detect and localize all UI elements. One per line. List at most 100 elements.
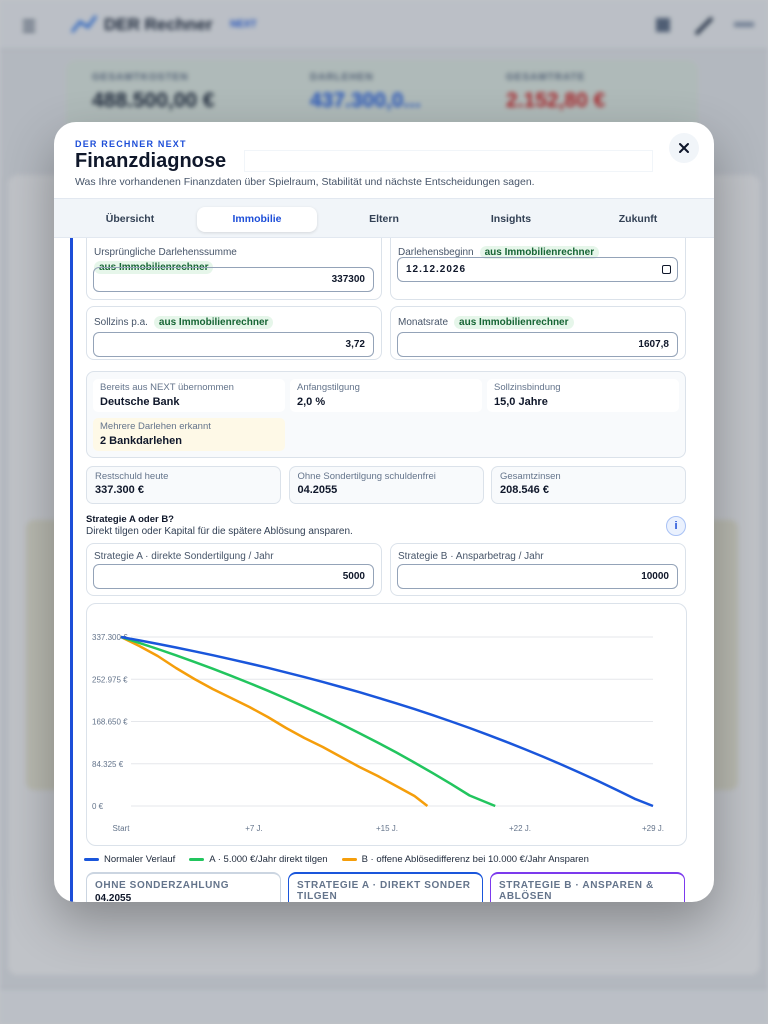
field-head: Darlehensbeginn aus Immobilienrechner [398, 246, 678, 259]
result-card: STRATEGIE B · ANSPAREN & ABLÖSEN [490, 872, 685, 902]
summary-value: 337.300 € [95, 484, 144, 496]
info-value: 2,0 % [297, 396, 326, 408]
tab[interactable]: Immobilie [197, 207, 317, 232]
input-value: 337300 [331, 274, 365, 285]
tab[interactable]: Übersicht [105, 213, 155, 225]
summary-value: 208.546 € [500, 484, 549, 496]
y-tick-label: 84.325 € [92, 760, 124, 769]
input-value: 1607,8 [638, 339, 669, 350]
x-tick-label: Start [113, 824, 131, 833]
input-field[interactable]: 12.12.2026 [397, 257, 678, 282]
legend-item: Normaler Verlauf [84, 854, 175, 865]
dialog-title: Finanzdiagnose [75, 150, 227, 172]
summary-card: Restschuld heute 337.300 € [86, 466, 281, 504]
stats-box: GESAMTKOSTEN 488.500,00 € DARLEHEN 437.300,… [66, 60, 698, 130]
legend-swatch [189, 857, 205, 861]
legend-item: B · offene Ablösedifferenz bei 10.000 €/… [341, 853, 589, 865]
input-value: 5000 [342, 571, 365, 582]
title-field [244, 150, 653, 172]
x-tick-label: +15 J. [376, 824, 398, 833]
source-badge: aus Immobilienrechner [454, 316, 574, 329]
field-label: Sollzins p.a. [94, 317, 148, 328]
info-cell: Bereits aus NEXT übernommen Deutsche Bank [93, 379, 285, 412]
legend: Normaler Verlauf A · 5.000 €/Jahr direkt … [84, 853, 589, 865]
dialog-content: Bereits aus NEXT übernommen Deutsche Bank… [54, 238, 714, 902]
legend-swatch [341, 857, 357, 861]
dialog: DER RECHNER NEXT Finanzdiagnose Was Ihre… [54, 122, 714, 902]
info-button[interactable]: i [666, 516, 686, 536]
close-button[interactable] [668, 132, 700, 164]
x-tick-label: +7 J. [245, 824, 263, 833]
info-label: Mehrere Darlehen erkannt [100, 421, 211, 432]
field-card: Sollzins p.a. aus Immobilienrechner 3,72 [86, 306, 382, 360]
legend-item: A · 5.000 €/Jahr direkt tilgen [189, 853, 328, 865]
input-field[interactable]: 3,72 [93, 332, 374, 357]
result-title: STRATEGIE A · DIREKT SONDER TILGEN [297, 880, 471, 902]
input-value: 3,72 [345, 339, 365, 350]
input-value: 12.12.2026 [406, 264, 467, 275]
series-line [120, 635, 496, 808]
field-label: Darlehensbeginn [398, 247, 474, 258]
summary-card: Ohne Sondertilgung schuldenfrei 04.2055 [288, 466, 484, 504]
info-label: Bereits aus NEXT übernommen [100, 382, 234, 393]
calendar-icon [662, 265, 671, 274]
stat-value: 488.500,00 € [92, 89, 215, 112]
strategy-title: Strategie A oder B? [86, 514, 174, 525]
tab-bar: Übersicht Immobilie Eltern Insights Zukunft [54, 198, 714, 238]
background-stat: GESAMTKOSTEN 488.500,00 € [92, 72, 215, 113]
top-bar-icons [23, 15, 754, 36]
bottom-nav [0, 988, 768, 1024]
legend-label: A · 5.000 €/Jahr direkt tilgen [209, 853, 328, 865]
legend-label: B · offene Ablösedifferenz bei 10.000 €/… [361, 853, 589, 865]
strategy-card: Strategie B · Ansparbetrag / Jahr 10000 [390, 543, 686, 596]
chart: 0 € 84.325 € 168.650 € 252.975 € 337.300 € St… [92, 633, 664, 833]
stat-value: 2.152,80 € [506, 89, 606, 112]
input-field[interactable]: 5000 [93, 564, 374, 589]
summary-card: Gesamtzinsen 208.546 € [491, 466, 686, 504]
info-cell: Anfangstilgung 2,0 % [290, 379, 482, 412]
field-head: Sollzins p.a. aus Immobilienrechner [94, 316, 374, 329]
input-field[interactable]: 10000 [397, 564, 678, 589]
tab[interactable]: Eltern [369, 213, 399, 225]
series-line [120, 635, 654, 808]
stat-label: DARLEHEN [310, 72, 374, 83]
result-card: OHNE SONDERZAHLUNG 04.2055 [86, 872, 281, 902]
background-stat: DARLEHEN 437.300,0... [310, 72, 421, 113]
summary-value: 04.2055 [297, 484, 338, 496]
field-label: Ursprüngliche Darlehenssumme [94, 247, 237, 258]
strategy-description: Direkt tilgen oder Kapital für die späte… [86, 526, 353, 537]
y-tick-label: 252.975 € [92, 675, 128, 684]
strategy-label: Strategie A · direkte Sondertilgung / Ja… [94, 551, 274, 562]
field-card: Darlehensbeginn aus Immobilienrechner 12.1… [390, 238, 686, 300]
result-value: 04.2055 [95, 893, 132, 902]
series-line [120, 635, 429, 807]
result-card: STRATEGIE A · DIREKT SONDER TILGEN [288, 872, 483, 902]
input-field[interactable]: 1607,8 [397, 332, 678, 357]
info-value: 2 Bankdarlehen [100, 435, 182, 447]
info-label: Anfangstilgung [297, 382, 360, 393]
x-tick-label: +22 J. [509, 824, 531, 833]
source-badge: aus Immobilienrechner [479, 246, 600, 259]
summary-label: Gesamtzinsen [500, 471, 561, 482]
info-cell: Sollzinsbindung 15,0 Jahre [487, 379, 679, 412]
summary-label: Restschuld heute [95, 471, 169, 482]
result-title: STRATEGIE B · ANSPAREN & ABLÖSEN [499, 880, 654, 902]
info-value: Deutsche Bank [100, 396, 180, 408]
info-value: 15,0 Jahre [494, 396, 548, 408]
app-top-bar: DER Rechner NEXT [0, 0, 768, 50]
background-stat: GESAMTRATE 2.152,80 € [506, 72, 605, 113]
stat-label: GESAMTRATE [506, 72, 586, 83]
field-card: Monatsrate aus Immobilienrechner 1607,8 [390, 306, 686, 360]
tab[interactable]: Insights [490, 213, 532, 225]
tab[interactable]: Zukunft [618, 213, 658, 225]
info-box: Bereits aus NEXT übernommen Deutsche Bank… [86, 371, 686, 458]
input-field[interactable]: 337300 [93, 267, 374, 292]
info-cell: Mehrere Darlehen erkannt 2 Bankdarlehen [93, 418, 285, 451]
brand: DER RECHNER NEXT [75, 139, 187, 149]
legend-swatch [84, 857, 99, 861]
strategy-card: Strategie A · direkte Sondertilgung / Ja… [86, 543, 382, 596]
y-tick-label: 0 € [92, 802, 104, 811]
app-name: DER Rechner [104, 15, 213, 34]
field-card: Ursprüngliche Darlehenssumme aus Immobili… [86, 238, 382, 300]
